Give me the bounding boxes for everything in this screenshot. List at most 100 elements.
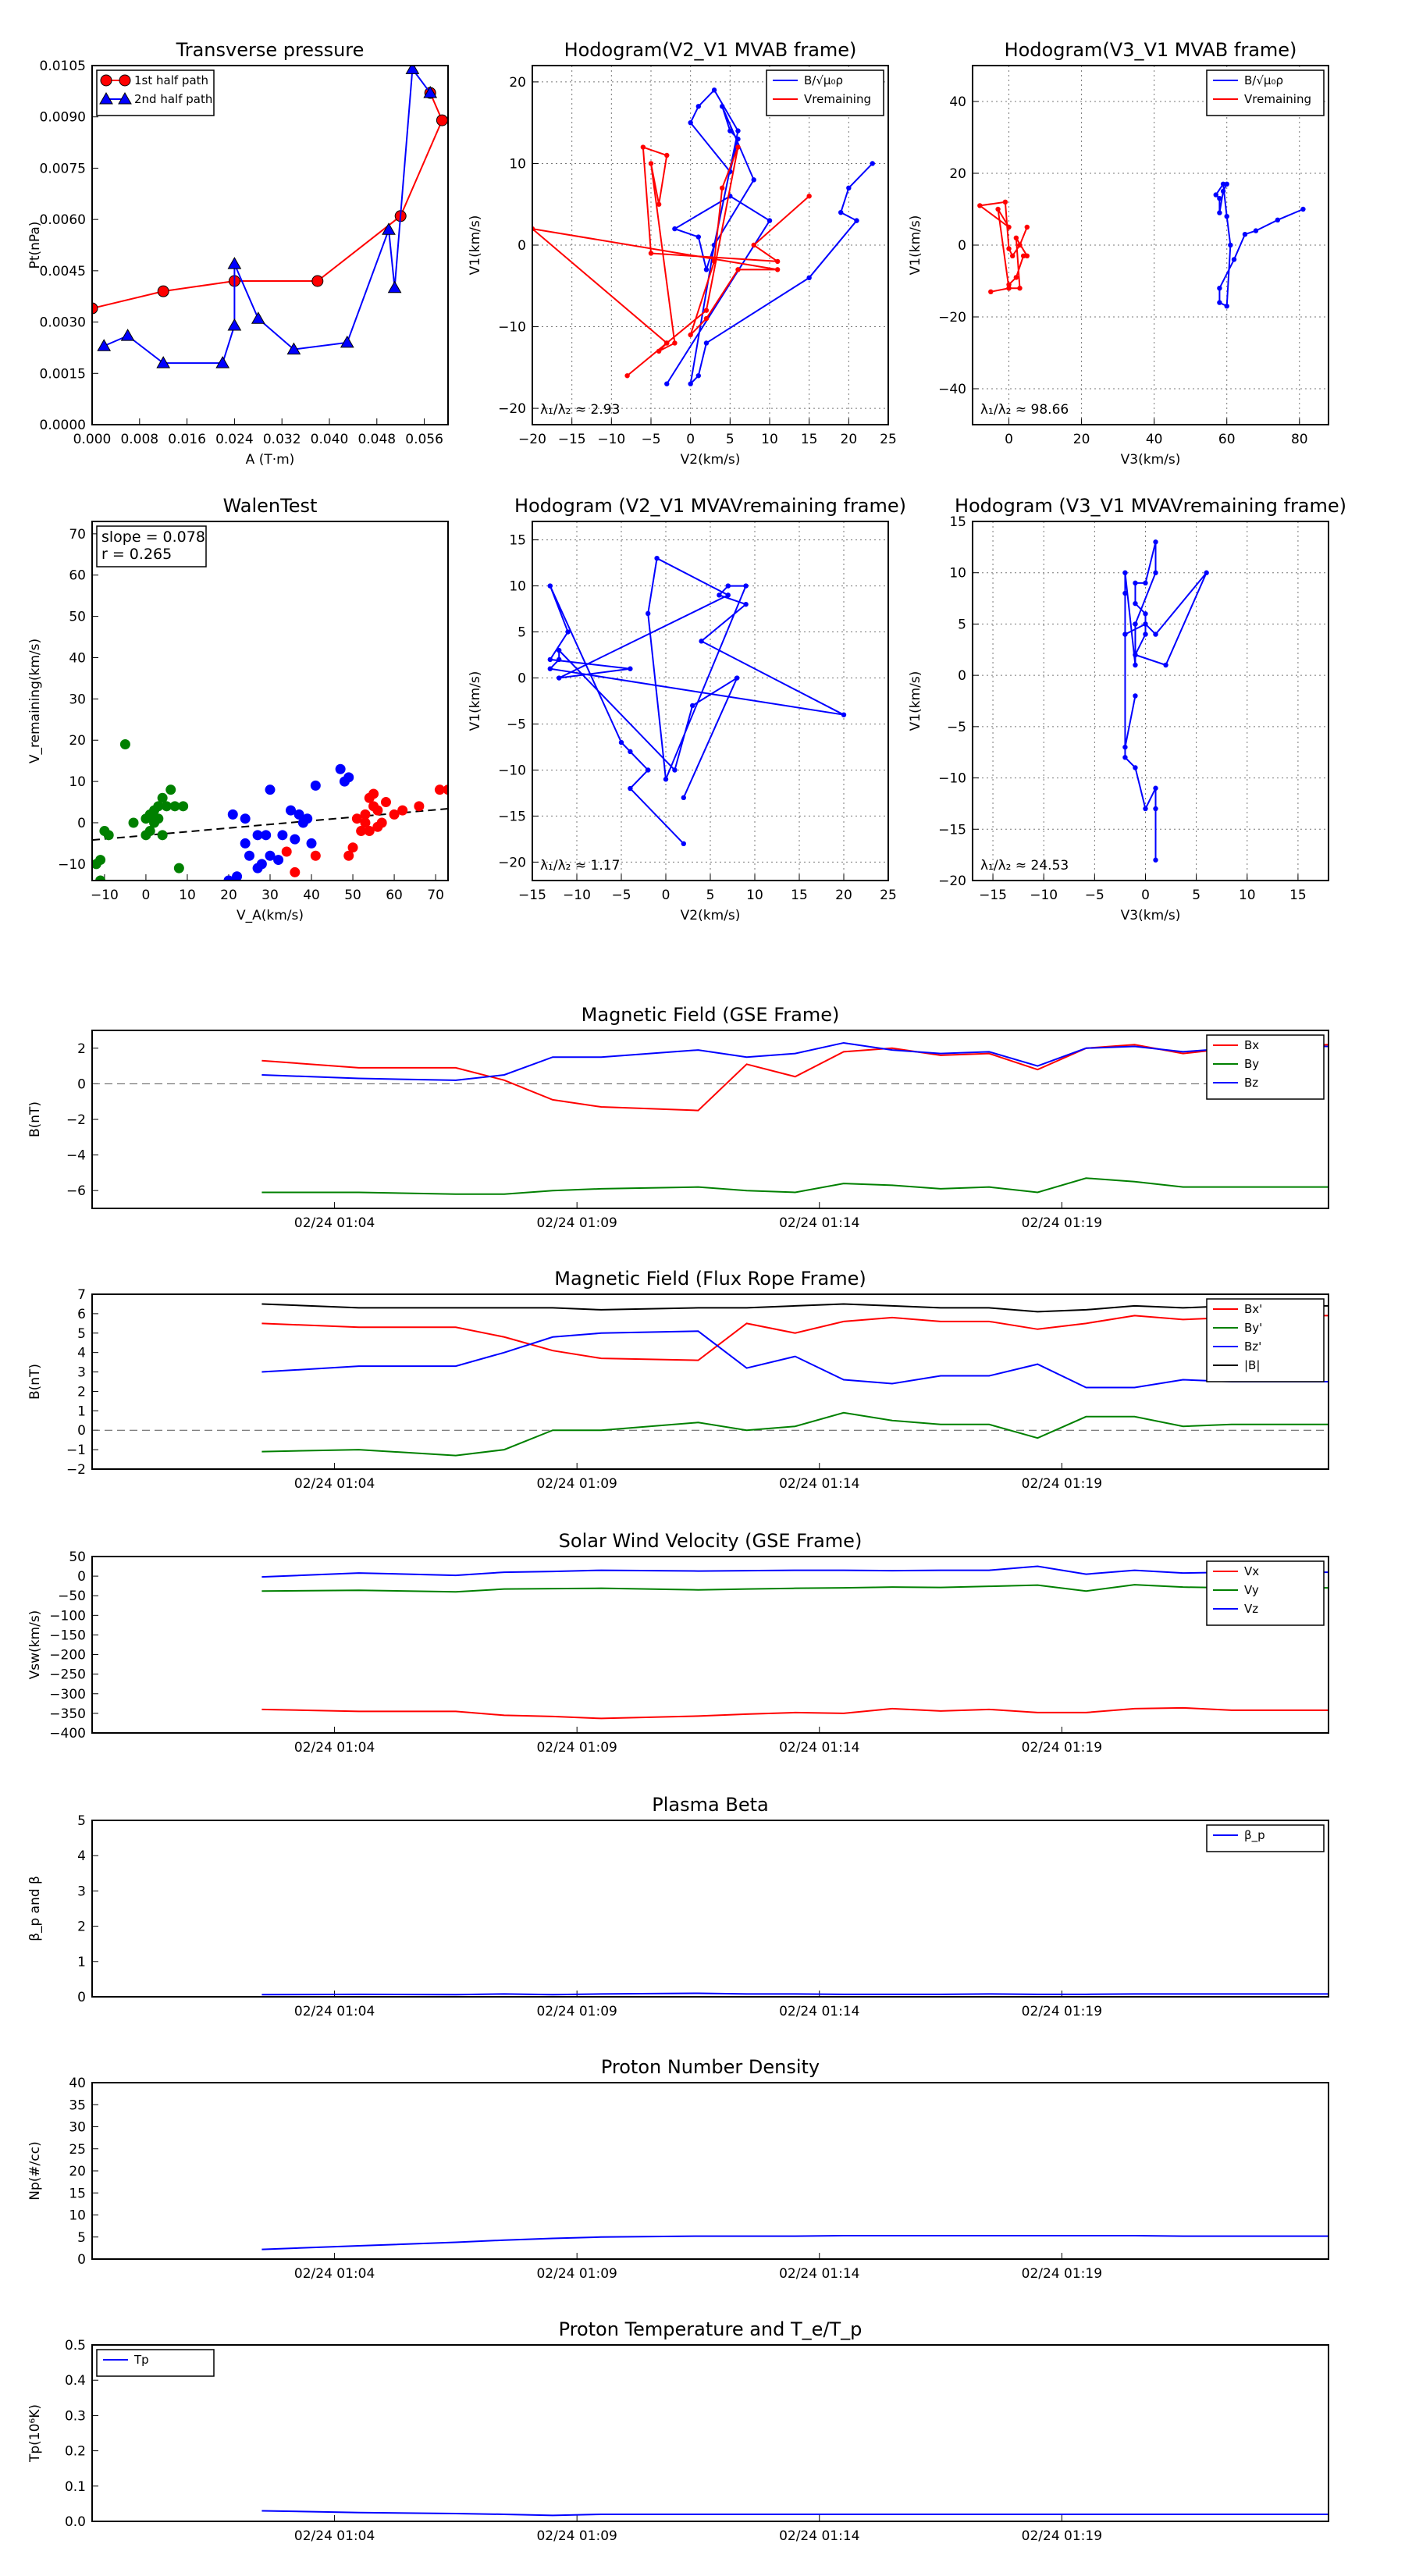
chart-title: Hodogram (V3_V1 MVAVremaining frame) [955,495,1346,517]
data-point [360,817,371,828]
data-point [1213,192,1218,197]
legend-label: Vremaining [1244,92,1311,106]
data-point [120,329,135,341]
data-point [414,801,425,812]
data-point [251,311,265,324]
data-point [664,152,670,158]
x-tick-label: −10 [1030,888,1058,903]
x-tick-label: 02/24 01:19 [1022,1740,1102,1756]
data-point [699,639,704,644]
y-tick-label: 10 [509,579,526,595]
y-tick-label: −5 [507,717,526,732]
plot-frame [532,521,889,881]
y-tick-label: 0.1 [65,2479,86,2495]
data-point [1153,539,1158,545]
legend-box [96,69,215,116]
data-point [128,817,139,828]
data-point [1217,300,1222,305]
x-tick-label: 5 [726,432,735,447]
plot-area [92,66,448,368]
y-tick-label: 15 [949,514,966,530]
plot-frame [91,1820,1329,1998]
y-tick-label: 2 [77,1384,86,1400]
x-axis-label: V_A(km/s) [237,908,304,923]
legend-label: B/√μ₀ρ [804,73,843,87]
x-tick-label: 02/24 01:19 [1022,2266,1102,2282]
data-point [436,114,448,126]
data-point [1220,188,1226,194]
y-tick-label: 0 [77,1423,86,1439]
data-point [656,348,662,354]
x-tick-label: 10 [179,888,196,903]
data-point [227,257,242,269]
data-point [223,875,234,881]
y-tick-label: 35 [69,2097,86,2113]
data-point [405,66,420,74]
x-tick-label: 02/24 01:14 [779,1215,859,1231]
y-tick-label: 15 [509,533,526,549]
plot-frame [91,2344,1329,2522]
data-point [618,739,624,745]
x-tick-label: 02/24 01:14 [779,1740,859,1756]
y-tick-label: 40 [949,94,966,110]
plot-area [547,555,847,847]
x-axis-label: A (T·m) [246,452,295,468]
data-point [557,656,562,663]
data-point [717,592,722,598]
y-tick-label: 0 [77,1076,86,1092]
y-tick-label: 40 [69,650,86,666]
y-tick-label: 20 [69,2164,86,2179]
data-point [351,813,362,824]
legend-label: Vx [1244,1564,1259,1578]
y-tick-label: 60 [69,568,86,584]
data-point [624,373,630,379]
x-tick-label: 20 [1073,432,1090,447]
y-tick-label: −20 [498,855,526,870]
x-tick-label: 25 [880,888,897,903]
chart-title: Transverse pressure [176,39,365,61]
data-point [664,340,670,346]
plot-area [532,87,875,386]
data-point [1204,570,1209,575]
data-point [648,161,654,166]
y-tick-label: −400 [49,1726,86,1742]
chart-panel-2: Hodogram(V2_V1 MVAB frame) −20 −15 −10 −5 0 5 1… [468,39,897,468]
data-point [703,267,710,272]
y-tick-label: −6 [66,1183,86,1199]
data-point [1275,217,1281,222]
legend-marker [119,74,131,87]
chart-panel-3: Hodogram(V3_V1 MVAB frame) 0 20 40 60 80 −40 −2… [908,39,1329,468]
data-point [1133,652,1138,658]
y-tick-label: 0 [518,671,526,687]
y-axis-label: V1(km/s) [468,215,483,276]
data-point [751,242,756,248]
y-tick-label: 20 [509,75,526,91]
y-tick-label: −20 [938,873,966,889]
data-point [1020,253,1026,258]
x-tick-label: 02/24 01:19 [1022,2004,1102,2019]
chart-panel-10: Plasma Beta 02/24 01:04 02/24 01:09 02/24 0… [27,1794,1329,2019]
data-point [97,339,112,351]
x-tick-label: −5 [611,888,631,903]
x-tick-label: −10 [563,888,591,903]
y-tick-label: 10 [949,566,966,582]
legend-label: B/√μ₀ρ [1244,73,1283,87]
data-point [656,201,662,207]
data-point [1017,242,1023,248]
data-point [1122,755,1128,760]
y-tick-label: 3 [77,1884,86,1899]
data-point [1017,286,1023,291]
data-point [1253,228,1259,233]
x-tick-label: 15 [791,888,808,903]
y-tick-label: −300 [49,1687,86,1703]
data-point [1163,662,1168,668]
x-tick-label: 0 [686,432,695,447]
data-point [302,813,313,824]
y-tick-label: −40 [938,382,966,397]
chart-panel-12: Proton Temperature and T_e/T_p 02/24 01:0… [27,2318,1329,2544]
data-point [149,805,160,816]
y-tick-label: −2 [66,1112,86,1128]
y-tick-label: 0.0015 [40,366,86,382]
data-point [547,583,553,589]
